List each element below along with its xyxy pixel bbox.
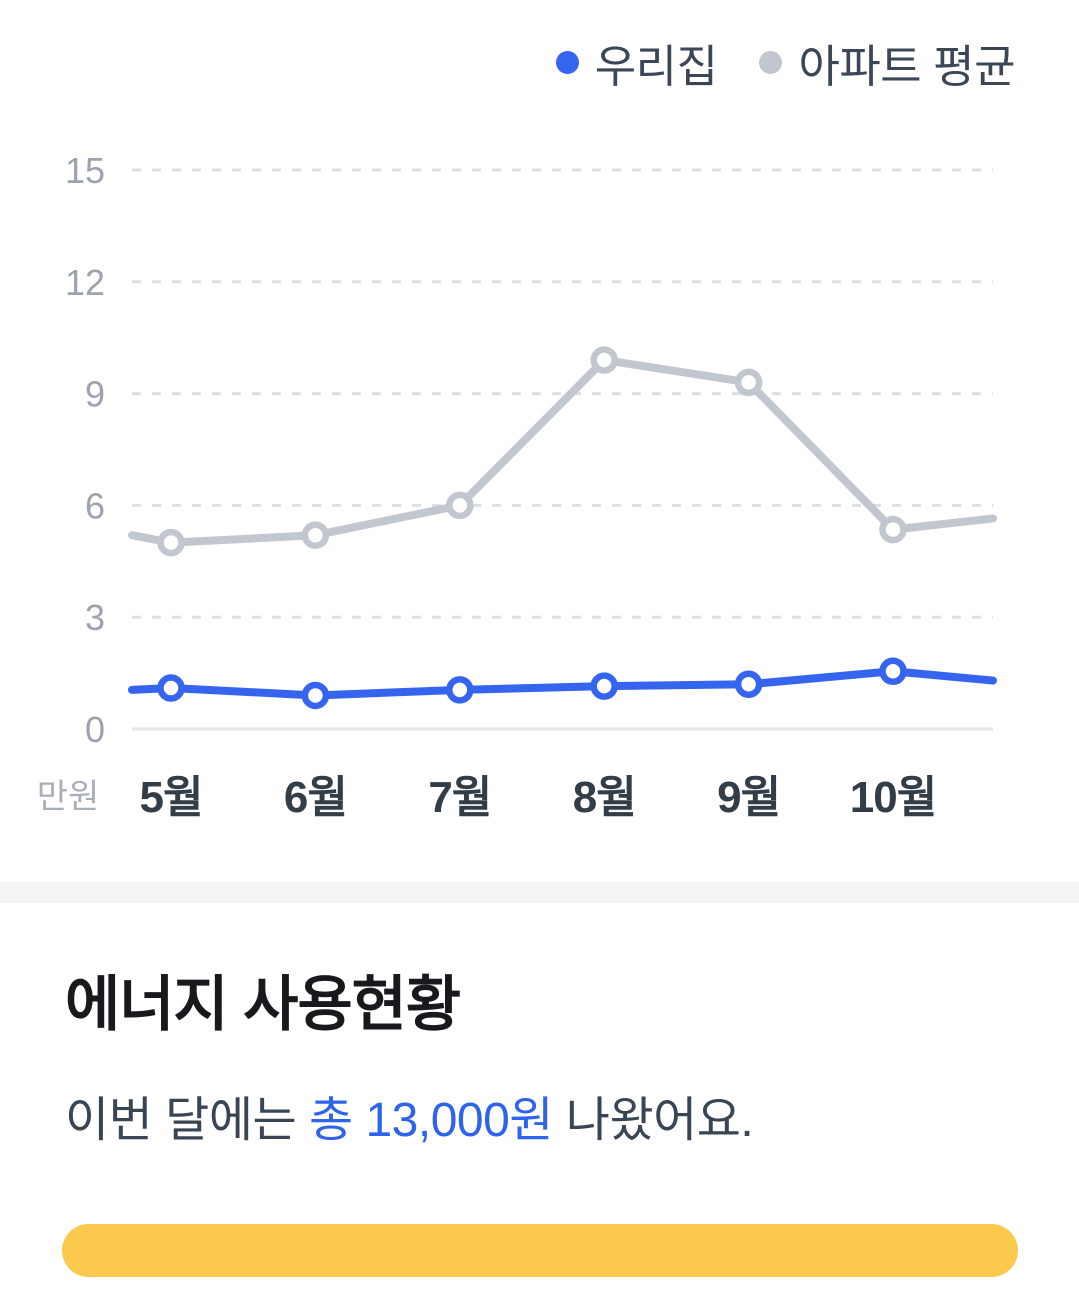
y-tick-label-12: 12 (65, 262, 105, 303)
data-point-우리집-7월 (446, 676, 474, 704)
data-point-아파트 평균-9월 (734, 368, 763, 397)
data-point-우리집-9월 (734, 670, 763, 699)
y-tick-label-15: 15 (65, 150, 105, 191)
y-tick-label-0: 0 (85, 709, 105, 750)
data-point-우리집-5월 (157, 674, 185, 702)
data-point-아파트 평균-7월 (446, 491, 474, 520)
subtitle-suffix: 나왔어요. (552, 1094, 754, 1147)
bottom-action-pill[interactable] (62, 1224, 1018, 1277)
x-tick-label-4: 8월 (573, 773, 636, 822)
my-home-dot-icon (555, 51, 579, 74)
legend-label-apartment-average: 아파트 평균 (798, 41, 1015, 92)
legend-item-my-home: 우리집 (555, 30, 718, 95)
x-tick-label-2: 6월 (284, 773, 347, 822)
x-tick-label-3: 7월 (428, 773, 491, 822)
usage-line-chart: 15 12 9 6 3 0 5월 6월 7월 8월 9월 10월 만원 (37, 150, 997, 822)
x-tick-label-5: 9월 (717, 773, 780, 822)
y-tick-label-6: 6 (85, 485, 105, 526)
data-point-아파트 평균-8월 (590, 346, 618, 374)
data-point-우리집-10월 (879, 657, 907, 685)
energy-usage-section: 에너지 사용현황 이번 달에는 총 13,000원 나왔어요. (65, 972, 1015, 1150)
y-tick-label-3: 3 (85, 597, 105, 638)
x-tick-label-1: 5월 (140, 773, 203, 822)
legend-item-apartment-average: 아파트 평균 (759, 30, 1015, 95)
y-axis-unit-label: 만원 (37, 778, 100, 816)
section-title: 에너지 사용현황 (65, 971, 461, 1038)
series-line-아파트 평균 (128, 356, 997, 547)
y-tick-label-9: 9 (85, 374, 105, 415)
x-tick-label-6: 10월 (850, 773, 936, 822)
data-point-우리집-6월 (301, 681, 330, 710)
subtitle-prefix: 이번 달에는 (65, 1094, 309, 1147)
legend-label-my-home: 우리집 (594, 41, 718, 92)
data-point-우리집-8월 (590, 672, 618, 700)
subtitle-amount: 총 13,000원 (308, 1094, 553, 1147)
chart-legend: 우리집 아파트 평균 (555, 30, 1015, 95)
section-subtitle: 이번 달에는 총 13,000원 나왔어요. (65, 1080, 1015, 1150)
data-point-아파트 평균-5월 (157, 528, 185, 557)
series-line-우리집 (128, 667, 997, 700)
data-point-아파트 평균-10월 (879, 515, 907, 544)
section-divider (0, 882, 1079, 903)
data-point-아파트 평균-6월 (301, 521, 330, 549)
apartment-average-dot-icon (759, 51, 783, 74)
